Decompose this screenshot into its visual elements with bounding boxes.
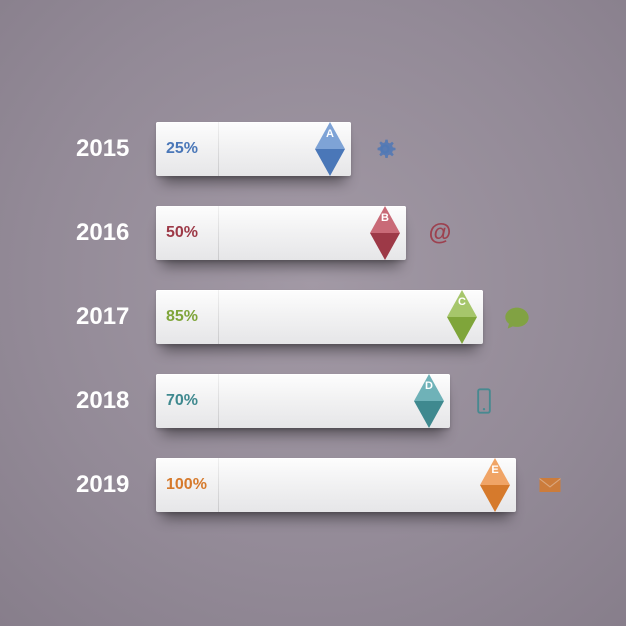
phone-icon <box>470 387 498 415</box>
infographic-row: 2017 85% C <box>76 290 576 344</box>
infographic-row: 2015 25% A <box>76 122 576 176</box>
percent-label: 100% <box>166 476 207 494</box>
gear-icon <box>371 135 399 163</box>
percent-label: 25% <box>166 140 198 158</box>
speech-icon <box>503 303 531 331</box>
bar-marker: E <box>480 458 510 512</box>
year-label: 2017 <box>76 303 144 331</box>
percent-label: 50% <box>166 224 198 242</box>
progress-bar: 70% D <box>156 374 450 428</box>
year-label: 2019 <box>76 471 144 499</box>
year-label: 2018 <box>76 387 144 415</box>
progress-bar: 100% E <box>156 458 516 512</box>
at-icon: @ <box>426 219 454 247</box>
percent-label: 70% <box>166 392 198 410</box>
progress-bar: 50% B <box>156 206 406 260</box>
bar-marker: D <box>414 374 444 428</box>
year-label: 2015 <box>76 135 144 163</box>
mail-icon <box>536 471 564 499</box>
svg-text:@: @ <box>429 219 452 245</box>
marker-letter: D <box>414 380 444 392</box>
infographic-row: 2018 70% D <box>76 374 576 428</box>
progress-bar: 25% A <box>156 122 351 176</box>
marker-letter: A <box>315 128 345 140</box>
marker-letter: C <box>447 296 477 308</box>
year-label: 2016 <box>76 219 144 247</box>
marker-letter: E <box>480 464 510 476</box>
progress-bar: 85% C <box>156 290 483 344</box>
bar-marker: C <box>447 290 477 344</box>
infographic-row: 2019 100% E <box>76 458 576 512</box>
bar-marker: A <box>315 122 345 176</box>
infographic-row: 2016 50% B @ <box>76 206 576 260</box>
percent-label: 85% <box>166 308 198 326</box>
marker-letter: B <box>370 212 400 224</box>
bar-marker: B <box>370 206 400 260</box>
